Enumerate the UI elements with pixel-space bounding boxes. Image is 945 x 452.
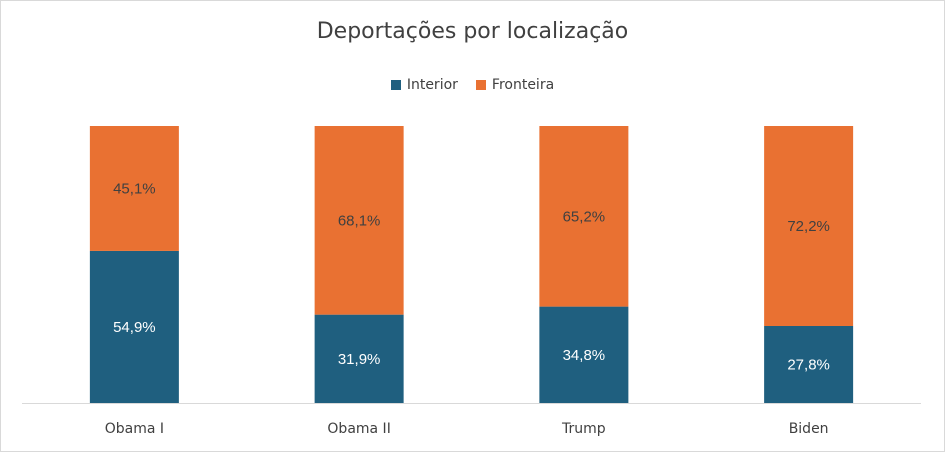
- bar-interior-3: [539, 306, 629, 403]
- legend: Interior Fronteira: [1, 77, 944, 93]
- legend-label-fronteira: Fronteira: [491, 77, 555, 93]
- data-label-interior-3: 34,8%: [563, 347, 606, 364]
- data-label-fronteira-2: 68,1%: [338, 212, 381, 229]
- chart-title: Deportações por localização: [316, 19, 629, 44]
- data-label-fronteira-3: 65,2%: [563, 208, 606, 225]
- legend-item-interior: Interior: [390, 77, 458, 93]
- legend-item-fronteira: Fronteira: [475, 77, 555, 93]
- category-label-4: Biden: [789, 421, 829, 437]
- bar-interior-2: [314, 314, 404, 403]
- data-label-interior-4: 27,8%: [787, 356, 830, 373]
- bar-interior-4: [764, 325, 854, 403]
- data-label-fronteira-1: 45,1%: [113, 180, 156, 197]
- bar-fronteira-4: [764, 126, 854, 326]
- bar-interior-1: [89, 250, 179, 403]
- data-label-interior-1: 54,9%: [113, 319, 156, 336]
- legend-swatch-interior: [390, 80, 401, 90]
- data-label-fronteira-4: 72,2%: [787, 218, 830, 235]
- category-label-2: Obama II: [327, 421, 390, 437]
- legend-swatch-fronteira: [475, 80, 486, 90]
- category-label-3: Trump: [561, 421, 606, 437]
- category-label-1: Obama I: [105, 421, 164, 437]
- bar-fronteira-1: [89, 126, 179, 251]
- bar-fronteira-3: [539, 126, 629, 307]
- data-label-interior-2: 31,9%: [338, 351, 381, 368]
- legend-label-interior: Interior: [406, 77, 458, 93]
- bar-fronteira-2: [314, 126, 404, 315]
